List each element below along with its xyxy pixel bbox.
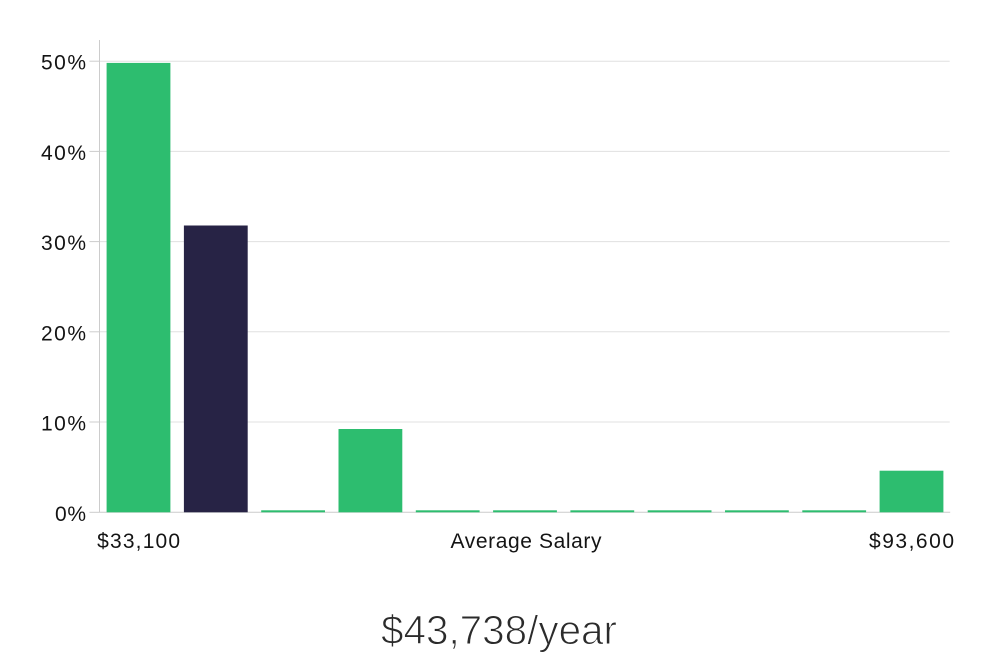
svg-text:40%: 40% — [41, 142, 86, 165]
svg-text:0%: 0% — [55, 503, 86, 526]
svg-text:$93,600: $93,600 — [869, 530, 954, 553]
svg-text:50%: 50% — [41, 52, 86, 75]
svg-text:$43,738/year: $43,738/year — [381, 607, 617, 653]
svg-text:$33,100: $33,100 — [97, 530, 180, 553]
svg-text:20%: 20% — [41, 322, 86, 345]
svg-text:30%: 30% — [41, 232, 86, 255]
svg-text:Average Salary: Average Salary — [451, 530, 603, 553]
svg-text:10%: 10% — [41, 413, 86, 436]
